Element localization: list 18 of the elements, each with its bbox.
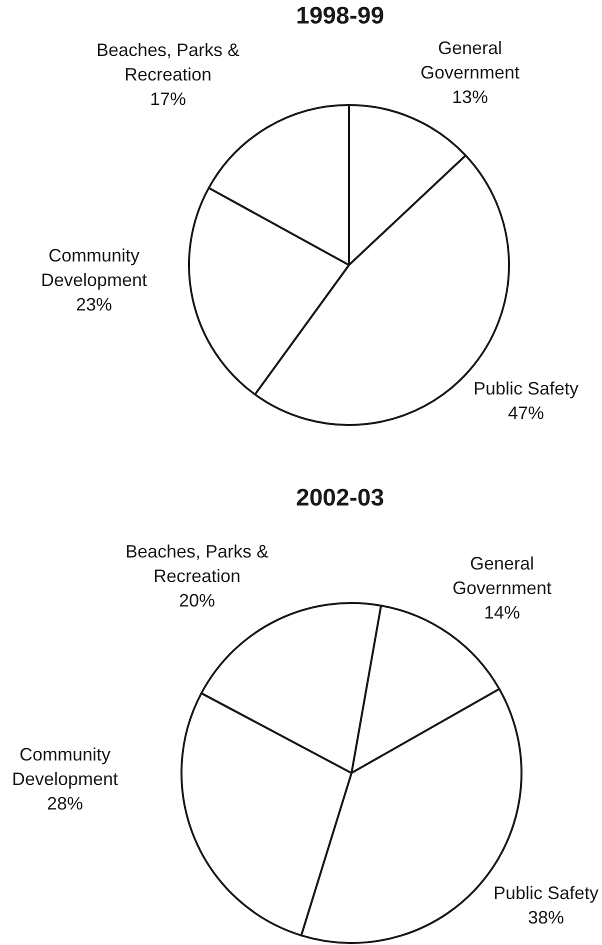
chart-title: 2002-03 bbox=[296, 484, 384, 512]
slice-label: General Government bbox=[420, 38, 520, 82]
slice-label: Public Safety bbox=[493, 883, 599, 904]
data-label: 13% bbox=[452, 86, 488, 107]
slice-label: Community Development bbox=[12, 744, 118, 789]
chart-title: 1998-99 bbox=[296, 2, 384, 30]
data-label: 14% bbox=[484, 602, 520, 622]
data-label: 38% bbox=[528, 908, 564, 928]
data-label: 17% bbox=[150, 88, 186, 109]
data-label: 23% bbox=[76, 294, 112, 314]
slice-label: Community Development bbox=[40, 245, 148, 290]
data-label: 47% bbox=[508, 403, 544, 424]
slice-label: General Government bbox=[452, 553, 552, 598]
data-label: 28% bbox=[46, 793, 84, 814]
data-label: 20% bbox=[178, 590, 216, 610]
slice-label: Beaches, Parks & Recreation bbox=[96, 40, 240, 84]
slice-label: Beaches, Parks & Recreation bbox=[125, 541, 269, 586]
slice-label: Public Safety bbox=[473, 378, 579, 399]
